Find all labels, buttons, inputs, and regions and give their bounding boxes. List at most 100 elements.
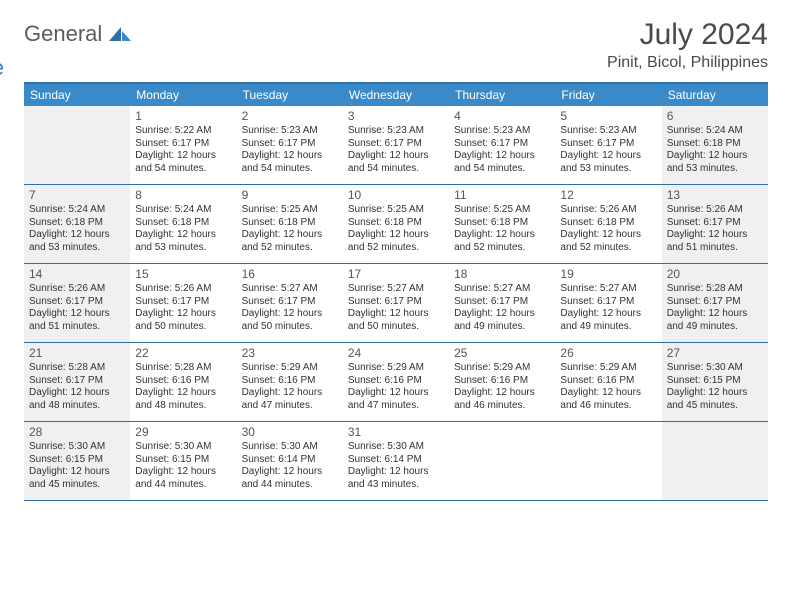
weekday-header: Saturday xyxy=(662,84,768,106)
sunset-text: Sunset: 6:17 PM xyxy=(29,375,125,388)
sunrise-text: Sunrise: 5:23 AM xyxy=(454,125,550,138)
sunset-text: Sunset: 6:18 PM xyxy=(135,217,231,230)
daylight-text: and 50 minutes. xyxy=(135,321,231,334)
daylight-text: Daylight: 12 hours xyxy=(348,466,444,479)
day-number: 31 xyxy=(348,425,444,440)
day-number: 14 xyxy=(29,267,125,282)
daylight-text: Daylight: 12 hours xyxy=(29,387,125,400)
sunrise-text: Sunrise: 5:26 AM xyxy=(29,283,125,296)
sunrise-text: Sunrise: 5:30 AM xyxy=(29,441,125,454)
month-title: July 2024 xyxy=(607,18,768,52)
day-cell: 3Sunrise: 5:23 AMSunset: 6:17 PMDaylight… xyxy=(343,106,449,184)
daylight-text: and 49 minutes. xyxy=(667,321,763,334)
sunset-text: Sunset: 6:17 PM xyxy=(242,138,338,151)
sunset-text: Sunset: 6:17 PM xyxy=(29,296,125,309)
sunrise-text: Sunrise: 5:28 AM xyxy=(667,283,763,296)
daylight-text: and 48 minutes. xyxy=(29,400,125,413)
daylight-text: and 44 minutes. xyxy=(135,479,231,492)
week-row: 28Sunrise: 5:30 AMSunset: 6:15 PMDayligh… xyxy=(24,422,768,501)
sunset-text: Sunset: 6:14 PM xyxy=(242,454,338,467)
sunset-text: Sunset: 6:16 PM xyxy=(454,375,550,388)
day-cell: 31Sunrise: 5:30 AMSunset: 6:14 PMDayligh… xyxy=(343,422,449,500)
sunrise-text: Sunrise: 5:23 AM xyxy=(242,125,338,138)
sunset-text: Sunset: 6:17 PM xyxy=(454,138,550,151)
sunrise-text: Sunrise: 5:25 AM xyxy=(242,204,338,217)
day-cell: 24Sunrise: 5:29 AMSunset: 6:16 PMDayligh… xyxy=(343,343,449,421)
day-number: 24 xyxy=(348,346,444,361)
sunrise-text: Sunrise: 5:29 AM xyxy=(454,362,550,375)
daylight-text: and 54 minutes. xyxy=(454,163,550,176)
calendar: Sunday Monday Tuesday Wednesday Thursday… xyxy=(24,82,768,501)
sunset-text: Sunset: 6:17 PM xyxy=(454,296,550,309)
day-cell: 8Sunrise: 5:24 AMSunset: 6:18 PMDaylight… xyxy=(130,185,236,263)
day-cell: 14Sunrise: 5:26 AMSunset: 6:17 PMDayligh… xyxy=(24,264,130,342)
daylight-text: and 43 minutes. xyxy=(348,479,444,492)
sunrise-text: Sunrise: 5:27 AM xyxy=(348,283,444,296)
daylight-text: and 50 minutes. xyxy=(242,321,338,334)
day-number: 23 xyxy=(242,346,338,361)
day-number: 18 xyxy=(454,267,550,282)
sunset-text: Sunset: 6:14 PM xyxy=(348,454,444,467)
sunrise-text: Sunrise: 5:24 AM xyxy=(667,125,763,138)
day-number: 8 xyxy=(135,188,231,203)
week-row: 14Sunrise: 5:26 AMSunset: 6:17 PMDayligh… xyxy=(24,264,768,343)
daylight-text: and 51 minutes. xyxy=(667,242,763,255)
daylight-text: Daylight: 12 hours xyxy=(242,150,338,163)
daylight-text: Daylight: 12 hours xyxy=(242,229,338,242)
sunrise-text: Sunrise: 5:26 AM xyxy=(667,204,763,217)
day-cell: 29Sunrise: 5:30 AMSunset: 6:15 PMDayligh… xyxy=(130,422,236,500)
sunrise-text: Sunrise: 5:29 AM xyxy=(242,362,338,375)
weekday-header: Wednesday xyxy=(343,84,449,106)
weeks-container: 1Sunrise: 5:22 AMSunset: 6:17 PMDaylight… xyxy=(24,106,768,501)
daylight-text: and 53 minutes. xyxy=(667,163,763,176)
daylight-text: Daylight: 12 hours xyxy=(454,150,550,163)
daylight-text: Daylight: 12 hours xyxy=(29,466,125,479)
day-cell: 15Sunrise: 5:26 AMSunset: 6:17 PMDayligh… xyxy=(130,264,236,342)
daylight-text: and 50 minutes. xyxy=(348,321,444,334)
weekday-header-row: Sunday Monday Tuesday Wednesday Thursday… xyxy=(24,84,768,106)
day-number: 4 xyxy=(454,109,550,124)
day-cell: 17Sunrise: 5:27 AMSunset: 6:17 PMDayligh… xyxy=(343,264,449,342)
daylight-text: Daylight: 12 hours xyxy=(560,308,656,321)
day-cell: 27Sunrise: 5:30 AMSunset: 6:15 PMDayligh… xyxy=(662,343,768,421)
daylight-text: and 45 minutes. xyxy=(29,479,125,492)
day-number: 16 xyxy=(242,267,338,282)
daylight-text: and 53 minutes. xyxy=(560,163,656,176)
daylight-text: Daylight: 12 hours xyxy=(454,387,550,400)
sunset-text: Sunset: 6:16 PM xyxy=(560,375,656,388)
daylight-text: Daylight: 12 hours xyxy=(667,150,763,163)
weekday-header: Tuesday xyxy=(237,84,343,106)
daylight-text: Daylight: 12 hours xyxy=(135,229,231,242)
day-cell: 30Sunrise: 5:30 AMSunset: 6:14 PMDayligh… xyxy=(237,422,343,500)
day-number: 2 xyxy=(242,109,338,124)
sunrise-text: Sunrise: 5:27 AM xyxy=(242,283,338,296)
day-number: 20 xyxy=(667,267,763,282)
day-number: 26 xyxy=(560,346,656,361)
day-cell: 9Sunrise: 5:25 AMSunset: 6:18 PMDaylight… xyxy=(237,185,343,263)
sunset-text: Sunset: 6:18 PM xyxy=(29,217,125,230)
daylight-text: Daylight: 12 hours xyxy=(135,387,231,400)
day-cell: 20Sunrise: 5:28 AMSunset: 6:17 PMDayligh… xyxy=(662,264,768,342)
day-number: 30 xyxy=(242,425,338,440)
weekday-header: Friday xyxy=(555,84,661,106)
day-number: 12 xyxy=(560,188,656,203)
day-number: 11 xyxy=(454,188,550,203)
daylight-text: Daylight: 12 hours xyxy=(242,387,338,400)
day-cell: 7Sunrise: 5:24 AMSunset: 6:18 PMDaylight… xyxy=(24,185,130,263)
day-number: 10 xyxy=(348,188,444,203)
day-cell: 21Sunrise: 5:28 AMSunset: 6:17 PMDayligh… xyxy=(24,343,130,421)
sunset-text: Sunset: 6:16 PM xyxy=(135,375,231,388)
weekday-header: Monday xyxy=(130,84,236,106)
daylight-text: Daylight: 12 hours xyxy=(454,308,550,321)
daylight-text: Daylight: 12 hours xyxy=(560,229,656,242)
day-number: 15 xyxy=(135,267,231,282)
daylight-text: and 47 minutes. xyxy=(348,400,444,413)
day-cell: 5Sunrise: 5:23 AMSunset: 6:17 PMDaylight… xyxy=(555,106,661,184)
logo-text-general: General xyxy=(24,21,102,46)
day-cell: 22Sunrise: 5:28 AMSunset: 6:16 PMDayligh… xyxy=(130,343,236,421)
sunrise-text: Sunrise: 5:25 AM xyxy=(348,204,444,217)
day-number: 21 xyxy=(29,346,125,361)
daylight-text: and 53 minutes. xyxy=(29,242,125,255)
day-number: 7 xyxy=(29,188,125,203)
sunrise-text: Sunrise: 5:30 AM xyxy=(667,362,763,375)
